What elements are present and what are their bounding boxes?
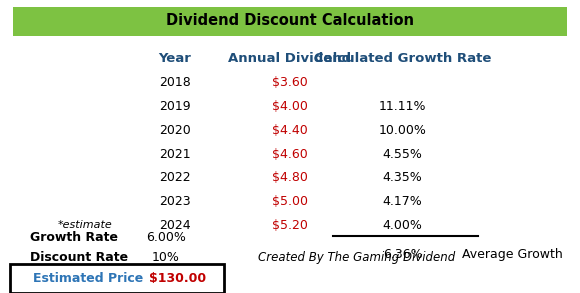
Text: $4.80: $4.80 [272, 171, 308, 185]
Text: $5.00: $5.00 [272, 195, 308, 208]
Text: 4.17%: 4.17% [383, 195, 422, 208]
Text: *estimate: *estimate [58, 220, 113, 231]
Text: 2024: 2024 [159, 219, 190, 232]
Text: $4.40: $4.40 [272, 124, 308, 137]
Text: 4.55%: 4.55% [383, 148, 422, 161]
Text: 2020: 2020 [159, 124, 190, 137]
FancyBboxPatch shape [10, 264, 224, 293]
Text: 2023: 2023 [159, 195, 190, 208]
Text: Dividend Discount Calculation: Dividend Discount Calculation [166, 13, 414, 28]
Text: 11.11%: 11.11% [379, 100, 426, 113]
Text: $130.00: $130.00 [149, 272, 206, 285]
Text: $3.60: $3.60 [272, 76, 308, 89]
Text: 4.00%: 4.00% [383, 219, 422, 232]
Text: 6.00%: 6.00% [146, 231, 186, 244]
Text: Calculated Growth Rate: Calculated Growth Rate [314, 52, 491, 65]
Text: 10.00%: 10.00% [379, 124, 426, 137]
Text: 4.35%: 4.35% [383, 171, 422, 185]
Text: Year: Year [158, 52, 191, 65]
Text: $4.60: $4.60 [272, 148, 308, 161]
Text: 2018: 2018 [159, 76, 190, 89]
Text: Average Growth: Average Growth [462, 248, 563, 261]
Text: 2019: 2019 [159, 100, 190, 113]
Text: 2021: 2021 [159, 148, 190, 161]
Text: Discount Rate: Discount Rate [30, 251, 128, 264]
Text: Created By The Gaming Dividend: Created By The Gaming Dividend [258, 251, 455, 264]
Text: Annual Dividend: Annual Dividend [229, 52, 351, 65]
Text: 10%: 10% [152, 251, 180, 264]
Text: Estimated Price: Estimated Price [33, 272, 143, 285]
Text: 2022: 2022 [159, 171, 190, 185]
Text: $4.00: $4.00 [272, 100, 308, 113]
FancyBboxPatch shape [13, 7, 567, 36]
Text: Growth Rate: Growth Rate [30, 231, 118, 244]
Text: 6.36%: 6.36% [383, 248, 422, 261]
Text: $5.20: $5.20 [272, 219, 308, 232]
